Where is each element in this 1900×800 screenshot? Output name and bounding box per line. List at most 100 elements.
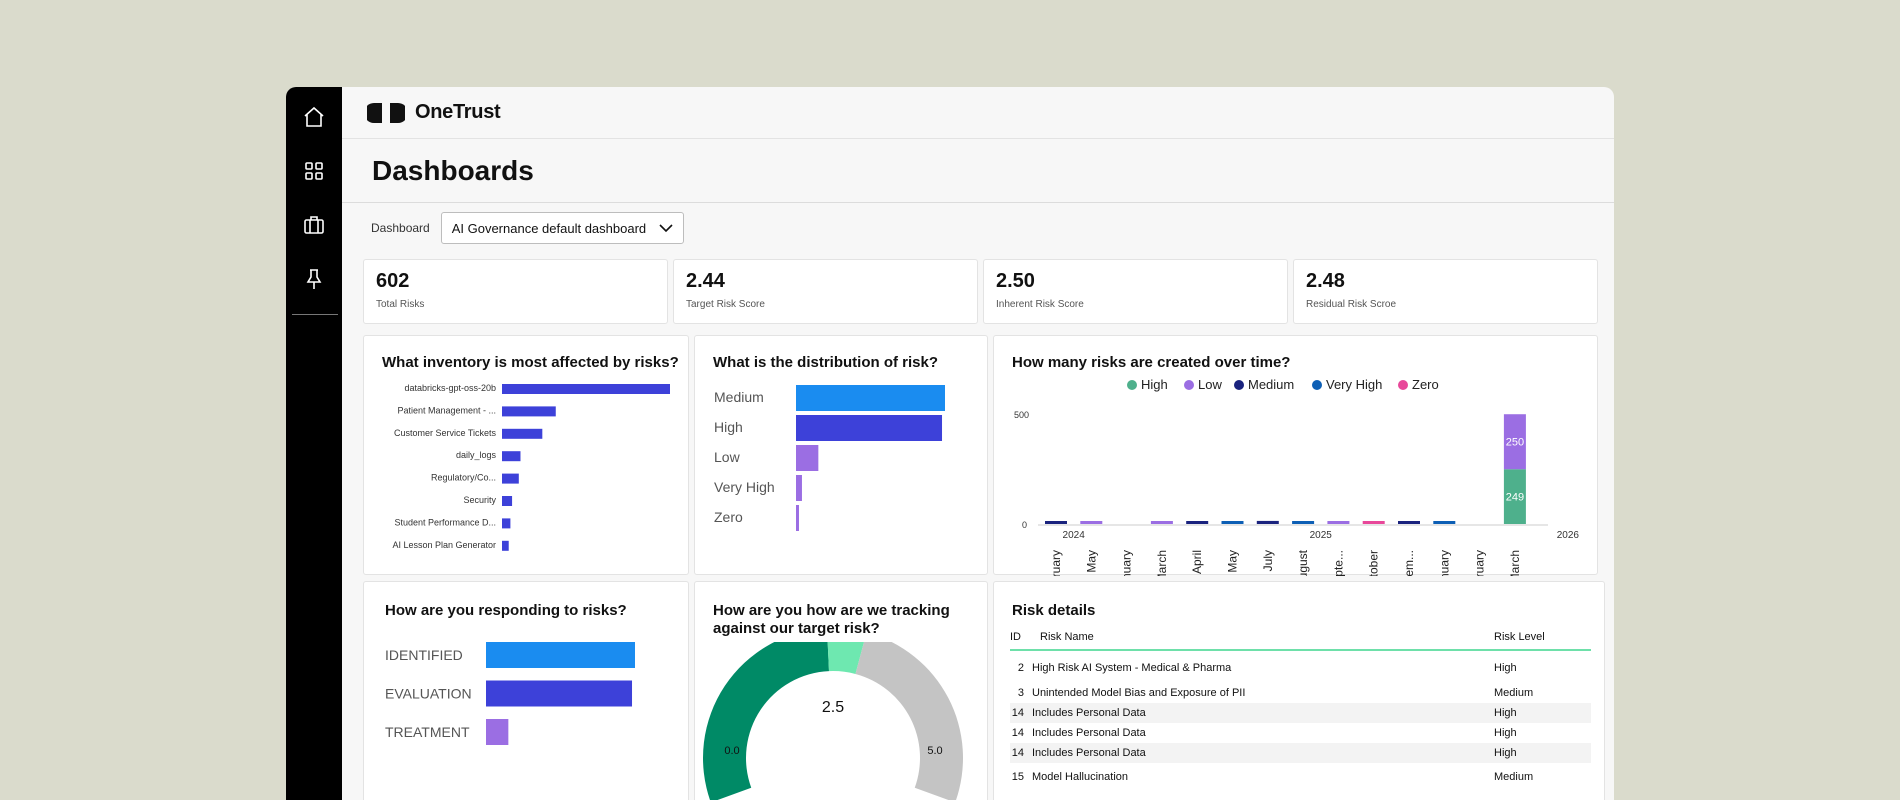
inventory-category-label: Patient Management - ... — [397, 405, 496, 415]
top-bar: OneTrust — [342, 87, 1614, 139]
time-bar-segment — [1292, 521, 1315, 524]
dashboard-select-value: AI Governance default dashboard — [451, 220, 647, 236]
x-category-label: October — [1367, 550, 1381, 576]
inventory-bar — [502, 496, 513, 506]
risk-id: 14 — [1011, 707, 1024, 719]
legend-label: High — [1141, 377, 1168, 392]
kpi-total-risks[interactable]: 602 Total Risks — [363, 259, 668, 324]
legend-swatch — [1312, 380, 1322, 390]
inventory-bar — [502, 518, 511, 529]
column-level-header[interactable]: Risk Level — [1494, 631, 1545, 643]
time-bar-segment — [1080, 521, 1103, 524]
chevron-down-icon — [659, 224, 673, 233]
kpi-target-risk-score[interactable]: 2.44 Target Risk Score — [673, 259, 978, 324]
responding-bar — [486, 680, 633, 707]
distribution-bar — [796, 385, 945, 411]
table-row[interactable]: 3 Unintended Model Bias and Exposure of … — [1010, 683, 1591, 703]
x-category-label: February — [1049, 550, 1063, 576]
time-bar-segment — [1186, 521, 1209, 524]
year-label: 2026 — [1557, 530, 1580, 541]
responding-chart-card: How are you responding to risks? IDENTIF… — [363, 581, 689, 800]
kpi-value: 2.48 — [1306, 270, 1345, 292]
pin-icon[interactable] — [302, 267, 326, 291]
grid-icon[interactable] — [302, 159, 326, 183]
inventory-category-label: Security — [463, 495, 496, 505]
column-id-header[interactable]: ID — [1010, 631, 1021, 643]
time-bar-segment — [1256, 520, 1279, 524]
main-content: OneTrust Dashboards Dashboard AI Governa… — [342, 87, 1614, 800]
risk-name: Includes Personal Data — [1032, 707, 1146, 719]
x-category-label: May — [1084, 550, 1098, 573]
y-tick-label: 500 — [1014, 410, 1029, 420]
x-category-label: August — [1296, 549, 1310, 576]
inventory-bar — [502, 540, 509, 551]
gauge-max-label: 5.0 — [927, 745, 942, 757]
distribution-bar — [796, 415, 943, 441]
distribution-bar — [796, 475, 802, 501]
legend-swatch — [1184, 380, 1194, 390]
kpi-value: 2.44 — [686, 270, 725, 292]
inventory-bar — [502, 406, 556, 417]
risk-name: Model Hallucination — [1032, 771, 1128, 783]
inventory-chart: databricks-gpt-oss-20b Patient Management… — [392, 383, 670, 551]
gauge-chart: 2.5 0.0 5.0 — [703, 642, 963, 800]
time-bar-segment — [1150, 521, 1173, 524]
legend-swatch — [1398, 380, 1408, 390]
table-row[interactable]: 14 Includes Personal Data High — [1010, 723, 1591, 743]
x-category-label: Decem... — [1402, 550, 1416, 576]
risk-details-title: Risk details — [1012, 602, 1096, 619]
time-bar-segment — [1398, 521, 1420, 524]
risk-level: High — [1494, 747, 1517, 759]
x-category-label: January — [1120, 550, 1134, 576]
page-title: Dashboards — [372, 154, 534, 186]
inventory-bar — [502, 428, 543, 439]
kpi-value: 602 — [376, 270, 410, 292]
home-icon[interactable] — [302, 105, 326, 129]
risk-id: 15 — [1011, 771, 1024, 783]
sidebar-divider — [292, 314, 338, 315]
kpi-label: Total Risks — [376, 299, 425, 310]
inventory-category-label: Student Performance D... — [394, 517, 496, 527]
x-category-label: July — [1261, 550, 1275, 571]
responding-category-label: TREATMENT — [385, 724, 470, 740]
risk-name: Unintended Model Bias and Exposure of PI… — [1032, 687, 1246, 699]
kpi-inherent-risk-score[interactable]: 2.50 Inherent Risk Score — [983, 259, 1288, 324]
dashboard-select[interactable]: AI Governance default dashboard — [440, 212, 684, 244]
briefcase-icon[interactable] — [302, 213, 326, 237]
distribution-chart-title: What is the distribution of risk? — [713, 354, 938, 371]
table-header: ID Risk Name Risk Level — [1010, 625, 1591, 651]
kpi-label: Inherent Risk Score — [996, 299, 1084, 310]
legend-swatch — [1127, 380, 1137, 390]
dashboard-filter: Dashboard AI Governance default dashboar… — [371, 212, 684, 244]
column-name-header[interactable]: Risk Name — [1040, 631, 1094, 643]
x-category-label: Septe... — [1331, 550, 1345, 576]
inventory-chart-card: What inventory is most affected by risks… — [363, 335, 689, 575]
distribution-chart: Medium High Low Very High Zero — [714, 385, 945, 531]
table-row[interactable]: 15 Model Hallucination Medium — [1010, 767, 1591, 787]
inventory-category-label: databricks-gpt-oss-20b — [404, 383, 496, 393]
time-bar-segment — [1221, 521, 1244, 524]
risk-level: High — [1494, 662, 1517, 674]
gauge-min-label: 0.0 — [724, 745, 739, 757]
distribution-category-label: Low — [714, 449, 741, 465]
x-category-label: March — [1508, 550, 1522, 576]
app-window: OneTrust Dashboards Dashboard AI Governa… — [286, 87, 1614, 800]
x-category-label: May — [1226, 550, 1240, 573]
responding-chart: IDENTIFIED EVALUATION TREATMENT — [385, 642, 635, 745]
distribution-bar — [796, 445, 819, 471]
responding-category-label: EVALUATION — [385, 686, 472, 702]
table-row[interactable]: 14 Includes Personal Data High — [1010, 703, 1591, 723]
legend-label: Medium — [1248, 377, 1294, 392]
inventory-category-label: daily_logs — [456, 450, 497, 460]
inventory-bar — [502, 473, 519, 484]
responding-bar — [486, 719, 509, 745]
kpi-residual-risk-score[interactable]: 2.48 Residual Risk Scroe — [1293, 259, 1598, 324]
table-row[interactable]: 2 High Risk AI System - Medical & Pharma… — [1010, 658, 1591, 678]
table-row[interactable]: 14 Includes Personal Data High — [1010, 743, 1591, 763]
x-category-label: April — [1190, 550, 1204, 574]
risk-id: 2 — [1017, 662, 1024, 674]
risk-id: 14 — [1011, 747, 1024, 759]
legend-label: Low — [1198, 377, 1222, 392]
x-category-label: February — [1473, 550, 1487, 576]
kpi-value: 2.50 — [996, 270, 1035, 292]
